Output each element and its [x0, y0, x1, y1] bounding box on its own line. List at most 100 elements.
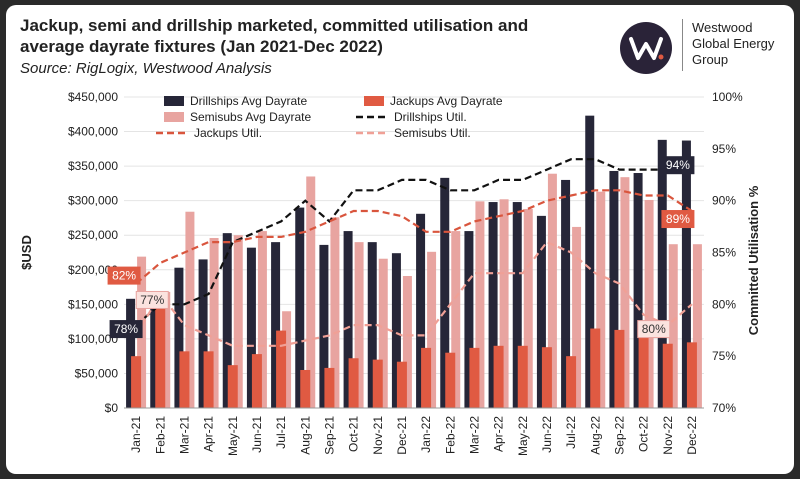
chart-title-line1: Jackup, semi and drillship marketed, com…	[20, 16, 529, 35]
y-tick-label: $100,000	[68, 332, 118, 346]
legend-label: Jackups Util.	[194, 126, 262, 140]
x-tick-label: Jun-22	[540, 416, 554, 453]
bar-semisubs	[402, 275, 412, 408]
bar-semisubs	[572, 226, 582, 408]
x-tick-label: Nov-22	[661, 416, 675, 455]
bar-semisubs	[378, 258, 388, 408]
bar-drillships	[488, 202, 498, 408]
y2-tick-label: 100%	[712, 90, 743, 104]
bar-semisubs	[499, 199, 509, 408]
legend-swatch	[364, 96, 384, 106]
annotation-label: 78%	[114, 322, 138, 336]
y-tick-label: $150,000	[68, 297, 118, 311]
bar-semisubs	[644, 199, 654, 408]
gridlines	[124, 96, 704, 374]
y-tick-label: $50,000	[75, 366, 119, 380]
legend-label: Semisubs Util.	[394, 126, 471, 140]
bar-jackups	[493, 345, 504, 408]
bar-drillships	[391, 253, 401, 408]
bar-drillships	[681, 140, 691, 409]
bar-jackups	[566, 356, 577, 408]
bar-jackups	[348, 358, 359, 408]
bar-jackups	[300, 369, 311, 408]
chart-title-line2: average dayrate fixtures (Jan 2021-Dec 2…	[20, 37, 383, 56]
bar-jackups	[179, 351, 190, 408]
bar-jackups	[541, 347, 552, 408]
x-tick-label: May-22	[516, 416, 530, 456]
y2-tick-label: 95%	[712, 142, 736, 156]
brand-divider	[682, 19, 683, 71]
brand-name: Westwood Global Energy Group	[692, 20, 774, 68]
bar-drillships	[657, 139, 667, 409]
bar-drillships	[633, 173, 643, 408]
bar-semisubs	[596, 191, 606, 408]
brand-name-line3: Group	[692, 52, 729, 67]
bar-jackups	[445, 352, 456, 408]
y-tick-label: $300,000	[68, 194, 118, 208]
bar-series	[126, 115, 702, 409]
bar-drillships	[561, 179, 571, 408]
bar-jackups	[686, 342, 697, 408]
legend-label: Semisubs Avg Dayrate	[190, 110, 311, 124]
bar-jackups	[203, 351, 214, 408]
bar-drillships	[416, 213, 426, 408]
x-tick-label: Dec-22	[685, 416, 699, 455]
y-tick-label: $250,000	[68, 228, 118, 242]
y2-tick-label: 70%	[712, 401, 736, 415]
legend-label: Drillships Avg Dayrate	[190, 94, 307, 108]
annotation-box	[109, 320, 143, 339]
legend-label: Drillships Util.	[394, 110, 467, 124]
bar-jackups	[276, 330, 287, 408]
combo-chart: $0 $50,000 $100,000 $150,000 $200,000 $250,00…	[19, 90, 761, 456]
y2-tick-label: 75%	[712, 349, 736, 363]
x-tick-label: Jul-22	[564, 416, 578, 449]
line-jackups-util	[135, 189, 693, 285]
bar-semisubs	[282, 311, 292, 408]
annotation-label: 82%	[112, 269, 136, 283]
y-tick-label: $400,000	[68, 125, 118, 139]
annotation-label: 77%	[140, 293, 164, 307]
x-tick-label: Nov-21	[371, 416, 385, 455]
y2-tick-label: 85%	[712, 246, 736, 260]
annotation-box	[661, 210, 695, 229]
bar-drillships	[343, 231, 353, 408]
annotation-box	[135, 290, 169, 309]
bar-drillships	[198, 259, 208, 408]
y2-tick-label: 80%	[712, 297, 736, 311]
bar-drillships	[222, 233, 232, 408]
x-tick-label: Aug-21	[298, 416, 312, 455]
bar-jackups	[590, 328, 601, 408]
bar-drillships	[295, 207, 305, 408]
bar-jackups	[517, 345, 528, 408]
bar-jackups	[396, 361, 407, 408]
chart-title: Jackup, semi and drillship marketed, com…	[20, 15, 600, 57]
bar-jackups	[131, 356, 142, 408]
bar-semisubs	[668, 244, 678, 408]
x-tick-label: Mar-22	[467, 416, 481, 454]
bar-semisubs	[620, 177, 630, 408]
line-semisubs-util	[135, 240, 693, 347]
bar-drillships	[126, 298, 136, 408]
bar-jackups	[227, 365, 238, 408]
bar-drillships	[440, 177, 450, 408]
annotation-label: 89%	[666, 212, 690, 226]
bar-semisubs	[161, 291, 171, 408]
line-drillships-util	[135, 158, 693, 326]
annotation-box	[107, 266, 141, 285]
x-tick-label: Feb-22	[443, 416, 457, 454]
bar-semisubs	[185, 211, 195, 408]
y2-axis-title: Committed Utilisation %	[746, 185, 761, 335]
bar-drillships	[609, 170, 619, 408]
annotation-box	[661, 156, 695, 175]
bar-drillships	[174, 267, 184, 408]
utilisation-lines	[135, 158, 693, 347]
bar-jackups	[372, 359, 383, 408]
brand-name-line2: Global Energy	[692, 36, 775, 51]
annotation-label: 80%	[642, 322, 666, 336]
bar-drillships	[150, 302, 160, 408]
bar-semisubs	[523, 208, 533, 408]
bar-drillships	[319, 244, 329, 408]
x-tick-label: Jun-21	[250, 416, 264, 453]
axes: $0 $50,000 $100,000 $150,000 $200,000 $250,00…	[19, 90, 761, 456]
x-tick-label: Sep-22	[612, 416, 626, 455]
